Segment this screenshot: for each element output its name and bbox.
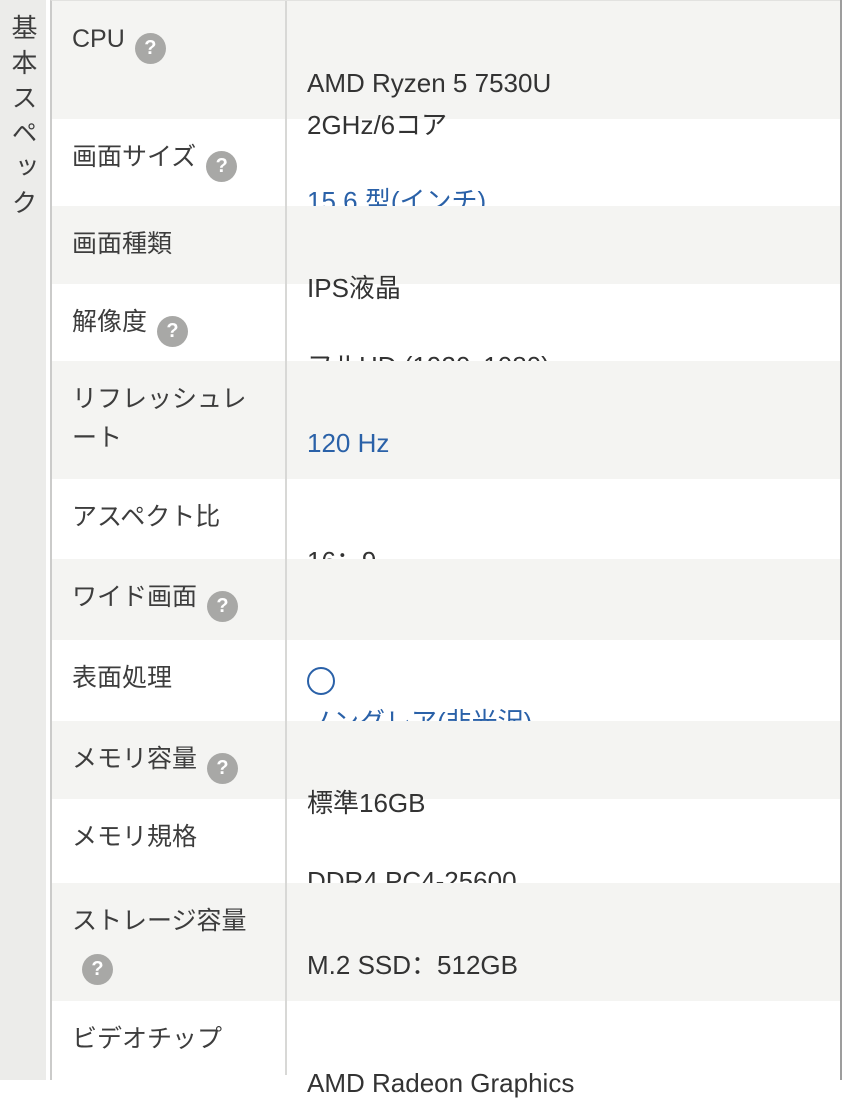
table-row: ビデオチップ AMD Radeon Graphics bbox=[52, 1001, 840, 1098]
section-label-basic-spec: 基本スペック bbox=[0, 0, 46, 1080]
spec-value-cell: IPS液晶 bbox=[285, 206, 840, 303]
table-row: ワイド画面? bbox=[52, 559, 840, 696]
spec-label-cell: ストレージ容量? bbox=[52, 883, 285, 1001]
spec-value: AMD Ryzen 5 7530U 2GHz/6コア bbox=[307, 68, 552, 141]
spec-label-cell: アスペクト比 bbox=[52, 479, 285, 559]
spec-rows: CPU? AMD Ryzen 5 7530U 2GHz/6コア 画面サイズ? 1… bbox=[50, 0, 840, 1098]
help-icon[interactable]: ? bbox=[207, 590, 239, 622]
table-row: メモリ規格 DDR4 PC4-25600 bbox=[52, 799, 840, 896]
spec-value-cell: 120 Hz bbox=[285, 361, 840, 479]
next-row-partial bbox=[52, 1075, 840, 1081]
spec-value: AMD Radeon Graphics bbox=[307, 1068, 575, 1099]
spec-value-cell: 16：9 bbox=[285, 479, 840, 576]
spec-value-cell: フルHD (1920x1080) bbox=[285, 284, 840, 381]
spec-label: CPU bbox=[72, 25, 125, 53]
table-row: 画面種類 IPS液晶 bbox=[52, 206, 840, 303]
spec-label: リフレッシュレート bbox=[72, 385, 247, 452]
spec-label: メモリ容量 bbox=[72, 745, 198, 773]
help-icon[interactable]: ? bbox=[157, 315, 189, 347]
table-row: 画面サイズ? 15.6 型(インチ) bbox=[52, 119, 840, 216]
spec-label-cell: メモリ容量? bbox=[52, 721, 285, 799]
spec-label-cell: ビデオチップ bbox=[52, 1001, 285, 1075]
table-row: アスペクト比 16：9 bbox=[52, 479, 840, 576]
spec-value-cell: AMD Radeon Graphics bbox=[285, 1001, 840, 1098]
spec-value-cell: M.2 SSD：512GB bbox=[285, 883, 840, 1001]
spec-label: ワイド画面 bbox=[72, 583, 198, 611]
scrollbar-track[interactable] bbox=[840, 0, 842, 1080]
spec-label-cell: メモリ規格 bbox=[52, 799, 285, 883]
spec-label-cell: 表面処理 bbox=[52, 640, 285, 721]
section-label-text: 基本スペック bbox=[8, 14, 38, 224]
help-icon[interactable]: ? bbox=[134, 32, 166, 64]
table-row: リフレッシュレート 120 Hz bbox=[52, 361, 840, 479]
spec-value-cell bbox=[285, 559, 840, 696]
spec-value-cell: DDR4 PC4-25600 bbox=[285, 799, 840, 896]
spec-label-cell: CPU? bbox=[52, 1, 285, 119]
table-row: ストレージ容量? M.2 SSD：512GB bbox=[52, 883, 840, 1001]
spec-label: 画面サイズ bbox=[72, 143, 197, 171]
spec-label: ストレージ容量 bbox=[72, 907, 247, 935]
spec-value: 標準16GB bbox=[307, 788, 426, 819]
table-row: メモリ容量? 標準16GB bbox=[52, 721, 840, 818]
spec-value-cell: 15.6 型(インチ) bbox=[285, 119, 840, 216]
spec-label: メモリ規格 bbox=[72, 823, 198, 851]
help-icon[interactable]: ? bbox=[207, 752, 239, 784]
spec-value-cell: 標準16GB bbox=[285, 721, 840, 818]
spec-label-cell: リフレッシュレート bbox=[52, 361, 285, 479]
sidebar-gap bbox=[46, 0, 50, 1080]
help-icon[interactable]: ? bbox=[206, 150, 238, 182]
spec-label: 表面処理 bbox=[72, 664, 173, 692]
spec-label-cell: 画面サイズ? bbox=[52, 119, 285, 206]
spec-value[interactable]: 120 Hz bbox=[307, 428, 390, 459]
help-icon[interactable]: ? bbox=[82, 953, 113, 985]
spec-label: アスペクト比 bbox=[72, 503, 221, 531]
table-row: 表面処理 ノングレア(非光沢) bbox=[52, 640, 840, 737]
spec-value-cell: AMD Ryzen 5 7530U 2GHz/6コア bbox=[285, 1, 840, 140]
spec-value: IPS液晶 bbox=[307, 273, 401, 304]
spec-label-cell: ワイド画面? bbox=[52, 559, 285, 640]
table-row: CPU? AMD Ryzen 5 7530U 2GHz/6コア bbox=[52, 1, 840, 140]
spec-label: 画面種類 bbox=[72, 230, 173, 258]
spec-label-cell: 解像度? bbox=[52, 284, 285, 361]
spec-value: M.2 SSD：512GB bbox=[307, 950, 518, 981]
table-row: 解像度? フルHD (1920x1080) bbox=[52, 284, 840, 381]
circle-link-icon[interactable] bbox=[307, 667, 335, 696]
spec-label: ビデオチップ bbox=[72, 1025, 223, 1053]
spec-label-cell: 画面種類 bbox=[52, 206, 285, 284]
spec-label: 解像度 bbox=[72, 308, 148, 336]
spec-value-cell: ノングレア(非光沢) bbox=[285, 640, 840, 737]
